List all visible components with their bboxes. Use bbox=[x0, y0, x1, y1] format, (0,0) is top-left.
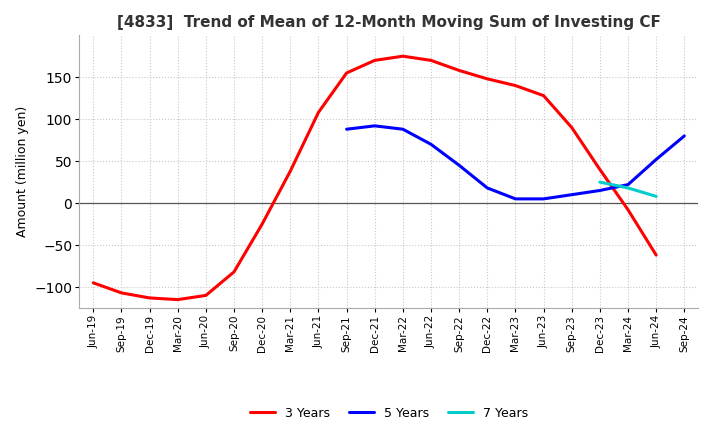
5 Years bbox=[399, 127, 408, 132]
5 Years bbox=[483, 185, 492, 191]
5 Years bbox=[342, 127, 351, 132]
3 Years bbox=[427, 58, 436, 63]
3 Years bbox=[145, 295, 154, 301]
3 Years bbox=[314, 110, 323, 115]
5 Years bbox=[427, 142, 436, 147]
Y-axis label: Amount (million yen): Amount (million yen) bbox=[16, 106, 29, 237]
3 Years bbox=[230, 269, 238, 275]
3 Years bbox=[174, 297, 182, 302]
3 Years bbox=[455, 68, 464, 73]
3 Years bbox=[539, 93, 548, 98]
Line: 3 Years: 3 Years bbox=[94, 56, 656, 300]
7 Years bbox=[595, 180, 604, 185]
3 Years bbox=[483, 76, 492, 81]
3 Years bbox=[202, 293, 210, 298]
5 Years bbox=[455, 163, 464, 168]
5 Years bbox=[680, 133, 688, 139]
Line: 5 Years: 5 Years bbox=[346, 126, 684, 199]
Title: [4833]  Trend of Mean of 12-Month Moving Sum of Investing CF: [4833] Trend of Mean of 12-Month Moving … bbox=[117, 15, 661, 30]
3 Years bbox=[511, 83, 520, 88]
7 Years bbox=[652, 194, 660, 199]
5 Years bbox=[652, 157, 660, 162]
5 Years bbox=[511, 196, 520, 202]
3 Years bbox=[370, 58, 379, 63]
3 Years bbox=[567, 125, 576, 130]
3 Years bbox=[286, 169, 294, 174]
3 Years bbox=[258, 221, 266, 227]
5 Years bbox=[567, 192, 576, 197]
3 Years bbox=[117, 290, 126, 296]
5 Years bbox=[370, 123, 379, 128]
Legend: 3 Years, 5 Years, 7 Years: 3 Years, 5 Years, 7 Years bbox=[245, 402, 533, 425]
5 Years bbox=[624, 182, 632, 187]
3 Years bbox=[89, 280, 98, 286]
3 Years bbox=[342, 70, 351, 76]
7 Years bbox=[624, 185, 632, 191]
5 Years bbox=[539, 196, 548, 202]
3 Years bbox=[399, 54, 408, 59]
Line: 7 Years: 7 Years bbox=[600, 182, 656, 196]
3 Years bbox=[652, 253, 660, 258]
3 Years bbox=[624, 207, 632, 213]
3 Years bbox=[595, 167, 604, 172]
5 Years bbox=[595, 188, 604, 193]
